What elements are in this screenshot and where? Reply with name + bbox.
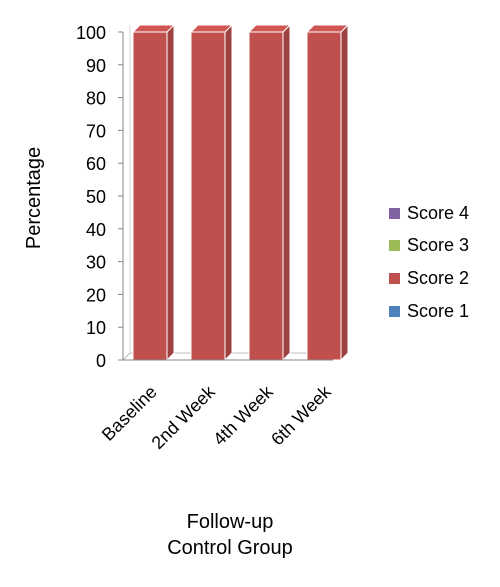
- bar-side: [340, 23, 349, 362]
- bar: [305, 23, 350, 362]
- legend-item: Score 2: [389, 263, 469, 293]
- legend: Score 4 Score 3 Score 2 Score 1: [389, 198, 469, 329]
- bar: [189, 23, 234, 362]
- y-tick-label: 0: [96, 351, 106, 371]
- bar-side: [282, 23, 291, 362]
- x-tick-label: 6th Week: [267, 381, 335, 449]
- legend-label: Score 1: [407, 300, 470, 321]
- legend-label: Score 2: [407, 267, 470, 288]
- y-axis: 0 10 20 30 40 50 60 70 80 90 100: [76, 23, 124, 371]
- bar: [131, 23, 176, 362]
- bar-top: [189, 24, 234, 33]
- legend-item: Score 3: [389, 231, 469, 261]
- y-tick-label: 90: [86, 56, 106, 76]
- bar-front: [306, 31, 342, 361]
- bar-top: [131, 24, 176, 33]
- legend-swatch: [389, 207, 400, 219]
- bar-front: [190, 31, 226, 361]
- legend-swatch: [389, 240, 400, 252]
- bar-side: [166, 23, 175, 362]
- y-tick-label: 70: [86, 121, 106, 141]
- chart-subtitle: Control Group: [167, 537, 293, 559]
- bar-front: [132, 31, 168, 361]
- legend-swatch: [389, 272, 400, 284]
- bar: [247, 23, 292, 362]
- y-tick-label: 60: [86, 154, 106, 174]
- y-tick-label: 40: [86, 220, 106, 240]
- y-tick-label: 50: [86, 187, 106, 207]
- legend-item: Score 1: [389, 296, 469, 326]
- legend-label: Score 3: [407, 235, 470, 256]
- y-axis-title: Percentage: [23, 147, 45, 249]
- legend-label: Score 4: [407, 202, 470, 223]
- plot-area: [121, 23, 350, 362]
- x-tick-label: 4th Week: [209, 381, 277, 449]
- bar-top: [247, 24, 292, 33]
- y-tick-label: 30: [86, 253, 106, 273]
- y-tick-label: 20: [86, 285, 106, 305]
- x-tick-label: 2nd Week: [148, 381, 220, 453]
- legend-swatch: [389, 305, 400, 317]
- legend-item: Score 4: [389, 198, 469, 228]
- bar-side: [224, 23, 233, 362]
- bar-front: [248, 31, 284, 361]
- y-tick-label: 10: [86, 318, 106, 338]
- y-tick-label: 100: [76, 23, 106, 43]
- y-tick-label: 80: [86, 89, 106, 109]
- x-axis-title: Follow-up: [186, 511, 274, 533]
- bar-top: [305, 24, 350, 33]
